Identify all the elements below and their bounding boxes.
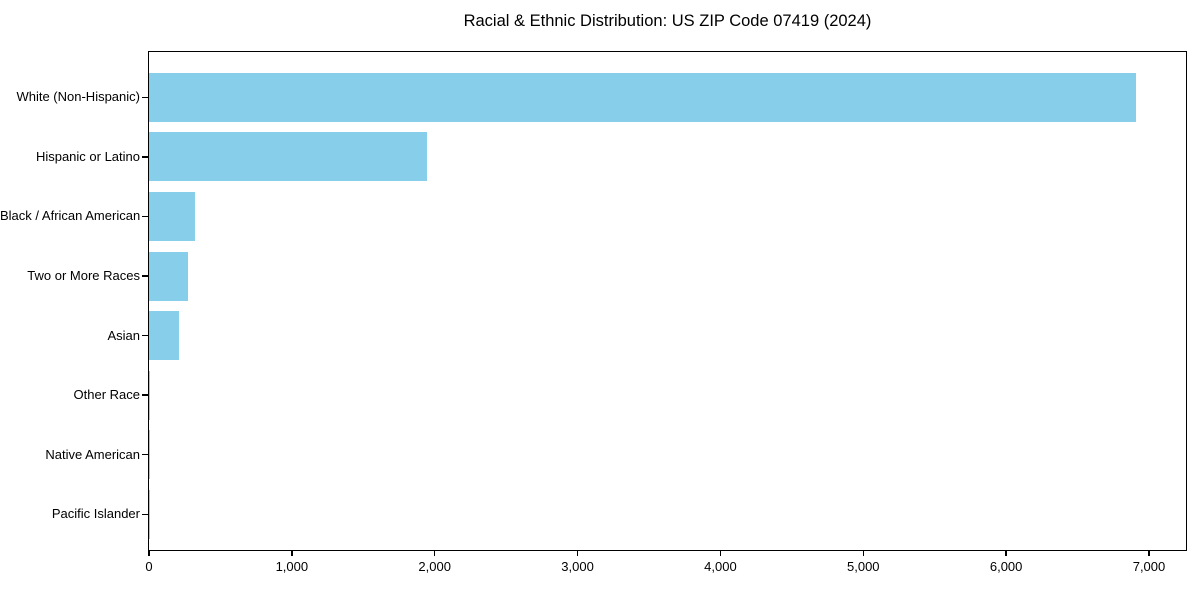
x-tick-label: 4,000 xyxy=(704,559,737,574)
x-tick-label: 2,000 xyxy=(418,559,451,574)
y-tick-mark xyxy=(142,275,148,277)
x-tick-label: 3,000 xyxy=(561,559,594,574)
x-tick-mark xyxy=(433,550,436,556)
x-tick-mark xyxy=(576,550,579,556)
y-tick-mark xyxy=(142,453,148,456)
bar xyxy=(149,251,188,301)
x-tick-label: 6,000 xyxy=(989,559,1023,574)
x-tick-mark xyxy=(1005,550,1007,556)
y-tick-mark xyxy=(142,334,148,337)
y-tick-label: White (Non-Hispanic) xyxy=(16,89,140,105)
bar xyxy=(149,311,179,361)
x-tick-mark xyxy=(148,550,150,556)
x-tick-label: 5,000 xyxy=(847,559,880,574)
y-tick-mark xyxy=(142,156,148,158)
y-tick-label: Pacific Islander xyxy=(51,506,140,522)
y-tick-label: Black / African American xyxy=(0,208,141,224)
x-tick-mark xyxy=(862,550,865,556)
bar xyxy=(149,72,1136,122)
y-tick-label: Asian xyxy=(107,327,140,343)
x-tick-mark xyxy=(719,550,722,556)
chart-title: Racial & Ethnic Distribution: US ZIP Cod… xyxy=(463,12,872,30)
x-tick-mark xyxy=(1148,550,1150,556)
bar xyxy=(149,132,427,182)
y-tick-label: Two or More Races xyxy=(27,268,140,283)
y-tick-label: Hispanic or Latino xyxy=(35,148,140,164)
y-tick-mark xyxy=(142,394,148,396)
y-tick-mark xyxy=(142,96,148,99)
bar xyxy=(149,191,195,241)
bar xyxy=(149,370,151,420)
plot-area xyxy=(148,51,1187,551)
x-tick-label: 1,000 xyxy=(275,559,309,574)
x-tick-label: 0 xyxy=(145,559,153,574)
y-tick-mark xyxy=(142,215,148,218)
y-tick-mark xyxy=(142,513,148,516)
y-tick-label: Other Race xyxy=(73,387,140,403)
x-tick-label: 7,000 xyxy=(1132,559,1166,574)
x-tick-mark xyxy=(291,550,293,556)
y-tick-label: Native American xyxy=(45,446,140,462)
